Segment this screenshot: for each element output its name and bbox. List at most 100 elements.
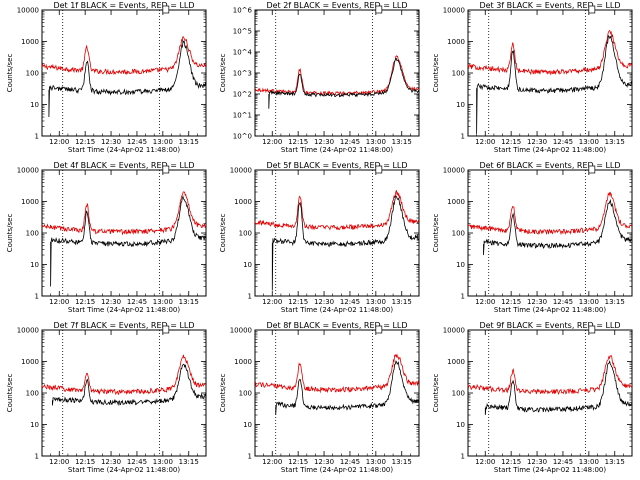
x-axis-label: Start Time (24-Apr-02 11:48:00): [281, 306, 393, 314]
panel-title: Det 3f BLACK = Events, RED = LLD: [479, 1, 620, 10]
y-tick-label: 10: [456, 261, 465, 269]
panel-plot: Det 4f BLACK = Events, RED = LLD 1 10 100 10…: [6, 161, 207, 314]
y-tick-label: 10^1: [233, 112, 252, 120]
panel-title: Det 5f BLACK = Events, RED = LLD: [266, 161, 407, 170]
x-tick-label: 13:15: [179, 298, 199, 306]
y-tick-label: 1: [35, 293, 39, 301]
y-tick-label: 1000: [21, 38, 39, 46]
y-tick-label: 1000: [234, 198, 252, 206]
x-tick-label: 12:15: [288, 458, 308, 466]
panel-title: Det 2f BLACK = Events, RED = LLD: [266, 1, 407, 10]
x-tick-label: 12:30: [101, 458, 121, 466]
y-tick-label: 10: [30, 101, 39, 109]
x-tick-label: 13:00: [366, 298, 386, 306]
panel-title: Det 8f BLACK = Events, RED = LLD: [266, 321, 407, 330]
panel-title: Det 9f BLACK = Events, RED = LLD: [479, 321, 620, 330]
x-tick-label: 12:30: [314, 458, 334, 466]
y-axis-label: Counts/sec: [219, 374, 227, 413]
plot-frame: [254, 329, 420, 457]
y-tick-label: 100: [452, 70, 465, 78]
panel-title: Det 4f BLACK = Events, RED = LLD: [53, 161, 194, 170]
series-line-lld: [467, 354, 632, 395]
marker-box: [375, 5, 383, 14]
x-tick-label: 13:00: [579, 458, 599, 466]
y-tick-label: 10: [30, 421, 39, 429]
y-tick-label: 1: [35, 453, 39, 461]
x-tick-label: 12:30: [527, 298, 547, 306]
x-axis-label: Start Time (24-Apr-02 11:48:00): [281, 466, 393, 474]
y-axis-label: Counts/sec: [6, 54, 14, 93]
y-tick-label: 10^5: [233, 28, 252, 36]
y-tick-label: 10^0: [233, 133, 252, 141]
detector-panel: Det 6f BLACK = Events, RED = LLD 1 10 100 10…: [426, 160, 639, 320]
series-line-lld: [254, 190, 420, 231]
x-tick-label: 12:45: [127, 298, 147, 306]
x-tick-label: 12:30: [101, 138, 121, 146]
detector-panel: Det 8f BLACK = Events, RED = LLD 1 10 100 10…: [213, 320, 426, 480]
x-tick-label: 13:00: [153, 138, 173, 146]
marker-box: [162, 325, 170, 334]
x-tick-label: 12:00: [475, 458, 495, 466]
x-tick-label: 12:45: [340, 138, 360, 146]
y-tick-label: 100: [452, 390, 465, 398]
y-tick-label: 10: [243, 421, 252, 429]
x-tick-label: 13:15: [605, 458, 625, 466]
x-tick-label: 12:15: [288, 138, 308, 146]
x-axis-label: Start Time (24-Apr-02 11:48:00): [68, 146, 180, 154]
y-tick-label: 10000: [443, 167, 465, 175]
panel-title: Det 1f BLACK = Events, RED = LLD: [53, 1, 194, 10]
detector-panel: Det 1f BLACK = Events, RED = LLD 1 10 100 10…: [0, 0, 213, 160]
y-tick-label: 100: [452, 230, 465, 238]
x-axis-label: Start Time (24-Apr-02 11:48:00): [68, 466, 180, 474]
x-tick-label: 12:30: [527, 138, 547, 146]
plot-frame: [254, 9, 420, 137]
series-line-events: [476, 34, 633, 134]
marker-box: [588, 165, 596, 174]
x-tick-label: 13:00: [153, 458, 173, 466]
y-axis-label: Counts/sec: [432, 214, 440, 253]
x-tick-label: 12:00: [49, 138, 69, 146]
detector-panel: Det 2f BLACK = Events, RED = LLD 10^0 10^1…: [213, 0, 426, 160]
marker-box: [588, 325, 596, 334]
x-tick-label: 13:00: [366, 138, 386, 146]
y-tick-label: 10000: [443, 327, 465, 335]
series-line-events: [48, 39, 207, 118]
y-tick-label: 10000: [443, 7, 465, 15]
panel-plot: Det 7f BLACK = Events, RED = LLD 1 10 100 10…: [6, 321, 207, 474]
y-tick-label: 1: [248, 293, 252, 301]
x-tick-label: 13:00: [579, 298, 599, 306]
y-tick-label: 10000: [230, 167, 252, 175]
detector-panel: Det 7f BLACK = Events, RED = LLD 1 10 100 10…: [0, 320, 213, 480]
panel-plot: Det 6f BLACK = Events, RED = LLD 1 10 100 10…: [432, 161, 633, 314]
y-tick-label: 1000: [21, 358, 39, 366]
marker-box: [162, 165, 170, 174]
y-tick-label: 10: [456, 101, 465, 109]
panel-plot: Det 3f BLACK = Events, RED = LLD 1 10 100 10…: [432, 1, 633, 154]
x-tick-label: 12:45: [127, 458, 147, 466]
x-axis-label: Start Time (24-Apr-02 11:48:00): [494, 306, 606, 314]
y-tick-label: 10^2: [233, 91, 252, 99]
y-tick-label: 100: [239, 230, 252, 238]
y-tick-label: 10: [456, 421, 465, 429]
y-tick-label: 1: [461, 293, 465, 301]
panel-plot: Det 9f BLACK = Events, RED = LLD 1 10 100 10…: [432, 321, 633, 474]
x-tick-label: 12:15: [75, 298, 95, 306]
panel-plot: Det 8f BLACK = Events, RED = LLD 1 10 100 10…: [219, 321, 420, 474]
x-axis-label: Start Time (24-Apr-02 11:48:00): [68, 306, 180, 314]
x-tick-label: 12:45: [127, 138, 147, 146]
x-tick-label: 13:15: [392, 298, 412, 306]
panel-plot: Det 5f BLACK = Events, RED = LLD 1 10 100 10…: [219, 161, 420, 314]
x-tick-label: 12:15: [501, 458, 521, 466]
plot-frame: [467, 329, 633, 457]
x-tick-label: 12:45: [340, 298, 360, 306]
x-tick-label: 12:15: [75, 458, 95, 466]
y-tick-label: 100: [26, 70, 39, 78]
y-tick-label: 100: [26, 230, 39, 238]
x-tick-label: 12:45: [553, 458, 573, 466]
y-tick-label: 1: [248, 453, 252, 461]
x-tick-label: 12:00: [475, 138, 495, 146]
panel-plot: Det 2f BLACK = Events, RED = LLD 10^0 10^1…: [219, 1, 420, 154]
marker-box: [375, 325, 383, 334]
x-tick-label: 12:30: [314, 138, 334, 146]
y-tick-label: 100: [26, 390, 39, 398]
